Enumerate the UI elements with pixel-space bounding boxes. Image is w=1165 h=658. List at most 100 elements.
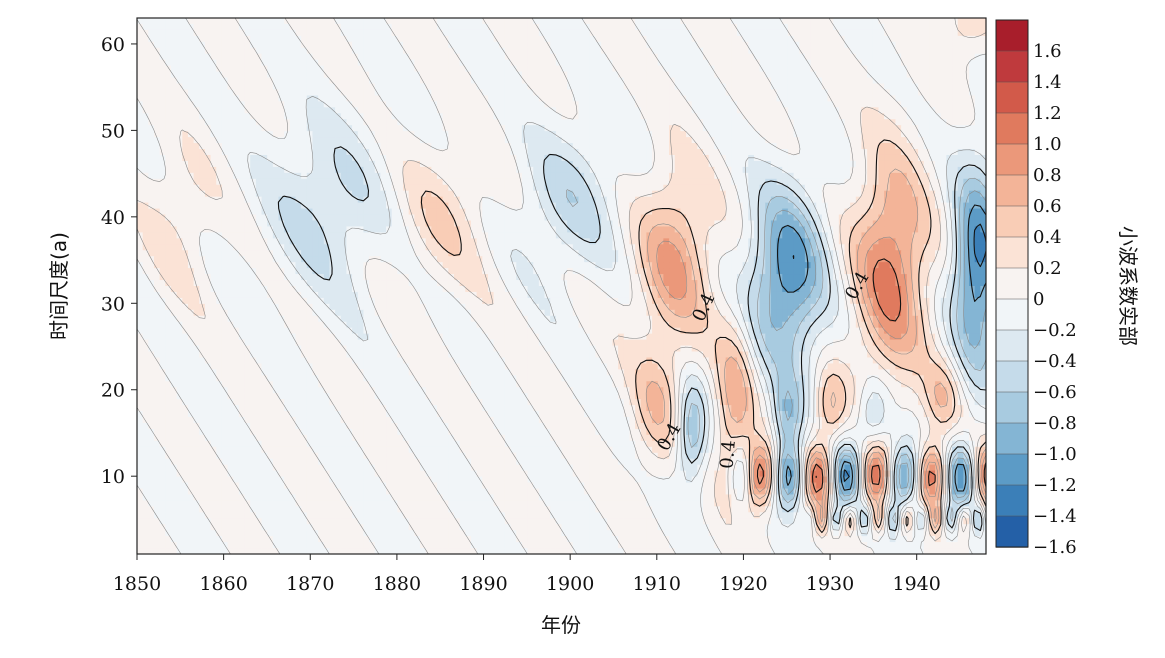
heatmap-cell — [397, 166, 404, 174]
heatmap-cell — [533, 65, 540, 73]
heatmap-cell — [561, 143, 568, 150]
heatmap-cell — [674, 59, 681, 67]
heatmap-cell — [861, 113, 868, 120]
heatmap-cell — [216, 95, 223, 102]
heatmap-cell — [397, 184, 404, 192]
heatmap-cell — [476, 101, 483, 108]
heatmap-cell — [335, 41, 342, 49]
heatmap-cell — [680, 131, 687, 138]
heatmap-cell — [606, 47, 614, 55]
heatmap-cell — [487, 89, 495, 97]
heatmap-cell — [918, 113, 925, 120]
heatmap-cell — [255, 71, 263, 79]
heatmap-cell — [538, 160, 546, 168]
heatmap-cell — [918, 23, 925, 31]
heatmap-cell — [193, 18, 200, 25]
heatmap-cell — [787, 160, 795, 168]
heatmap-cell — [301, 137, 308, 144]
heatmap-cell — [250, 166, 257, 174]
heatmap-cell — [601, 208, 608, 216]
heatmap-cell — [895, 53, 902, 61]
heatmap-cell — [142, 125, 149, 132]
heatmap-cell — [906, 65, 914, 73]
heatmap-cell — [686, 149, 693, 156]
heatmap-cell — [969, 41, 976, 49]
heatmap-cell — [459, 149, 466, 156]
heatmap-cell — [669, 184, 676, 192]
heatmap-cell — [493, 178, 500, 186]
heatmap-cell — [250, 107, 257, 114]
heatmap-cell — [137, 29, 144, 37]
heatmap-cell — [810, 18, 817, 25]
heatmap-cell — [578, 208, 585, 216]
heatmap-cell — [363, 65, 370, 73]
heatmap-cell — [697, 23, 704, 31]
heatmap-cell — [850, 113, 857, 120]
heatmap-cell — [493, 160, 500, 168]
heatmap-cell — [550, 53, 557, 61]
heatmap-cell — [884, 77, 891, 85]
heatmap-cell — [770, 107, 778, 114]
heatmap-cell — [697, 83, 704, 91]
heatmap-cell — [686, 160, 693, 168]
heatmap-cell — [414, 208, 421, 216]
heatmap-cell — [487, 18, 495, 25]
heatmap-cell — [284, 101, 291, 108]
heatmap-cell — [770, 71, 778, 79]
heatmap-cell — [137, 208, 144, 216]
heatmap-cell — [204, 196, 212, 204]
heatmap-cell — [431, 154, 438, 162]
heatmap-cell — [708, 196, 715, 204]
heatmap-cell — [561, 166, 568, 174]
heatmap-cell — [589, 23, 597, 31]
heatmap-cell — [793, 196, 800, 204]
heatmap-cell — [442, 196, 449, 204]
heatmap-cell — [663, 65, 670, 73]
heatmap-cell — [776, 160, 783, 168]
heatmap-cell — [470, 23, 478, 31]
heatmap-cell — [318, 29, 325, 37]
heatmap-cell — [408, 143, 415, 150]
heatmap-cell — [708, 95, 715, 102]
heatmap-cell — [544, 95, 551, 102]
heatmap-cell — [612, 113, 619, 120]
heatmap-cell — [810, 202, 817, 210]
heatmap-cell — [901, 113, 908, 120]
heatmap-cell — [821, 178, 829, 186]
heatmap-cell — [165, 178, 172, 186]
heatmap-cell — [499, 154, 506, 162]
heatmap-cell — [867, 208, 874, 216]
heatmap-cell — [589, 131, 597, 138]
heatmap-cell — [227, 184, 234, 192]
heatmap-cell — [244, 160, 251, 168]
heatmap-cell — [793, 77, 800, 85]
heatmap-cell — [855, 89, 863, 97]
heatmap-cell — [204, 113, 212, 120]
heatmap-cell — [431, 113, 438, 120]
heatmap-cell — [652, 95, 659, 102]
heatmap-cell — [465, 149, 472, 156]
heatmap-cell — [703, 125, 710, 132]
heatmap-cell — [159, 77, 166, 85]
heatmap-cell — [929, 113, 936, 120]
heatmap-cell — [889, 35, 897, 43]
heatmap-cell — [804, 202, 812, 210]
heatmap-cell — [329, 83, 336, 91]
heatmap-cell — [340, 95, 348, 102]
heatmap-cell — [267, 214, 274, 222]
heatmap-cell — [782, 29, 789, 37]
heatmap-cell — [799, 29, 806, 37]
heatmap-cell — [635, 166, 642, 174]
heatmap-cell — [708, 23, 715, 31]
heatmap-cell — [182, 131, 189, 138]
heatmap-cell — [787, 113, 795, 120]
heatmap-cell — [635, 154, 642, 162]
heatmap-cell — [946, 23, 953, 31]
heatmap-cell — [159, 202, 166, 210]
heatmap-cell — [855, 23, 863, 31]
heatmap-cell — [912, 95, 919, 102]
heatmap-cell — [589, 196, 597, 204]
heatmap-cell — [833, 143, 840, 150]
heatmap-cell — [776, 143, 783, 150]
